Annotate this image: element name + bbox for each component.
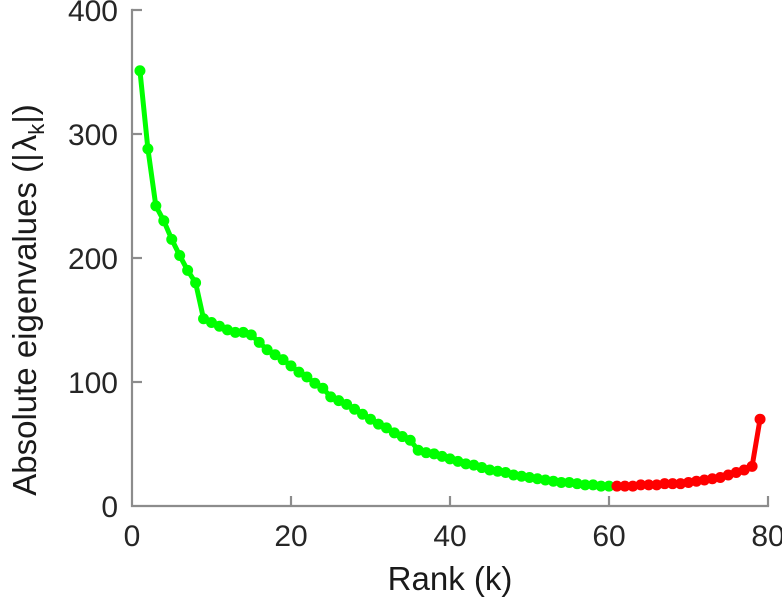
data-point-marker — [245, 329, 257, 341]
y-axis-title-subscript: k — [24, 123, 49, 135]
y-axis-title-suffix: |) — [6, 104, 43, 124]
data-point-marker — [174, 250, 186, 262]
data-point-marker — [293, 366, 305, 378]
axes-layer: 0 100 200 300 400 0 20 40 60 80 — [68, 0, 782, 553]
y-tick-label-100: 100 — [68, 367, 118, 400]
data-line-segment — [193, 280, 207, 322]
data-line-segment — [137, 68, 151, 152]
data-point-marker — [746, 460, 758, 472]
data-point-marker — [349, 403, 361, 415]
data-point-marker — [365, 413, 376, 425]
data-point-marker — [285, 360, 297, 372]
axis-spine — [130, 8, 770, 508]
y-tick-label-400: 400 — [68, 0, 118, 28]
data-layer — [134, 65, 766, 492]
data-point-marker — [253, 336, 265, 348]
svg-text:Absolute eigenvalues (|λk|): Absolute eigenvalues (| λk|) — [6, 104, 49, 496]
data-point-marker — [404, 434, 416, 446]
data-point-marker — [158, 215, 170, 227]
x-axis-title: Rank (k) — [388, 560, 513, 597]
y-axis-title-lambda: λ — [6, 134, 43, 151]
data-point-marker — [277, 354, 289, 366]
y-axis-title: Absolute eigenvalues (| λk|) — [6, 104, 49, 496]
x-tick-label-40: 40 — [433, 520, 466, 553]
data-point-marker — [309, 377, 321, 389]
data-point-marker — [317, 382, 329, 394]
data-point-marker — [380, 422, 392, 434]
y-axis-title-prefix: Absolute eigenvalues (| — [6, 153, 43, 495]
y-tick-label-200: 200 — [68, 243, 118, 276]
data-point-marker — [341, 398, 353, 410]
data-point-marker — [166, 233, 178, 245]
x-tick-label-60: 60 — [592, 520, 625, 553]
x-tick-label-0: 0 — [124, 520, 141, 553]
data-point-marker — [261, 344, 273, 356]
y-tick-label-0: 0 — [101, 491, 118, 524]
x-axis-title-label: Rank (k) — [388, 560, 513, 597]
data-point-marker — [182, 264, 194, 276]
data-point-marker — [357, 408, 369, 420]
data-point-marker — [134, 65, 146, 77]
y-tick-label-300: 300 — [68, 119, 118, 152]
data-line-segment — [145, 146, 159, 209]
data-line-segment — [749, 416, 763, 469]
x-tick-label-80: 80 — [751, 520, 782, 553]
x-tick-label-20: 20 — [274, 520, 307, 553]
data-point-marker — [150, 200, 162, 212]
data-point-marker — [301, 371, 313, 383]
data-point-marker — [754, 413, 766, 425]
data-point-marker — [190, 277, 202, 289]
data-point-marker — [269, 349, 281, 361]
data-point-marker — [142, 143, 154, 155]
